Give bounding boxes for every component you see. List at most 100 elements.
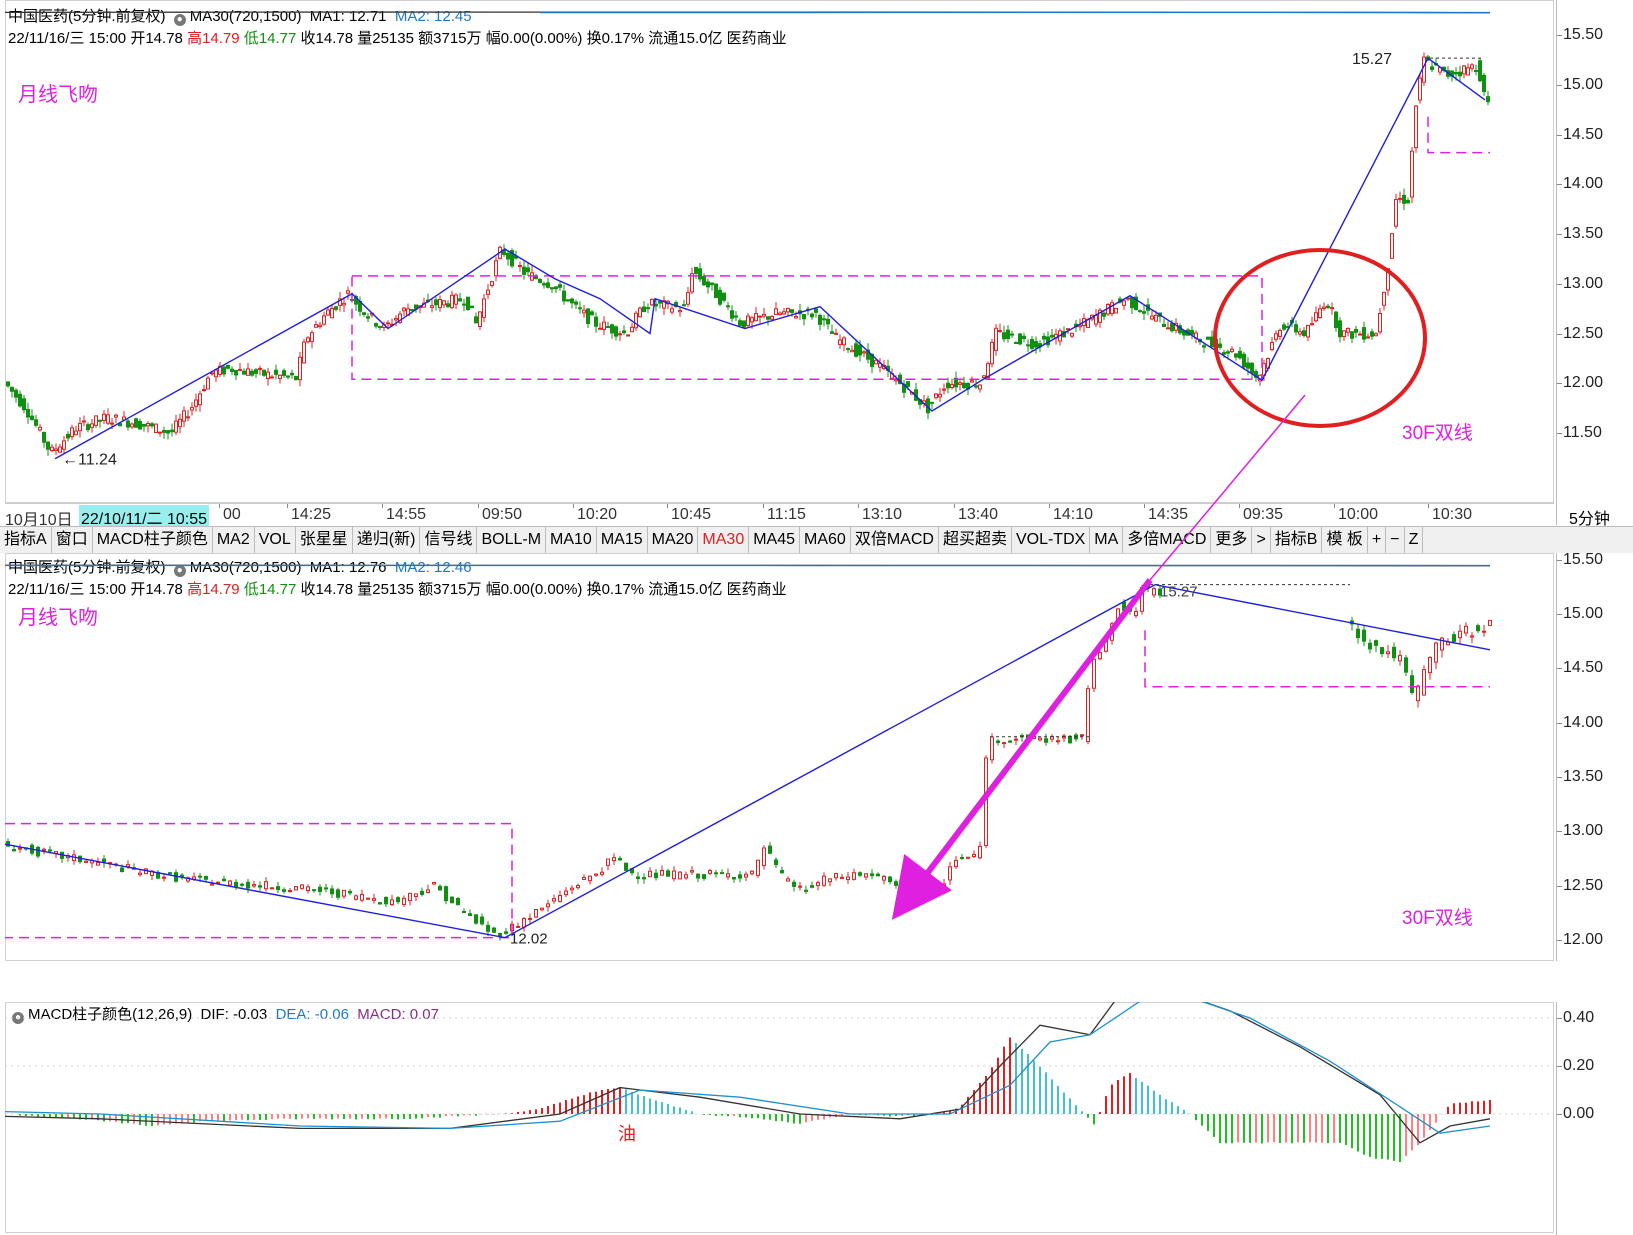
highlight-circle: [1215, 250, 1425, 426]
candle-body: [817, 883, 820, 886]
candle-body: [63, 441, 66, 449]
candle-body: [1475, 71, 1478, 72]
toolbar-item[interactable]: 更多: [1211, 527, 1252, 553]
candle-body: [1051, 335, 1054, 337]
toolbar-item[interactable]: −: [1386, 527, 1404, 553]
candle-body: [335, 307, 338, 310]
toolbar-item[interactable]: VOL: [255, 527, 296, 553]
candle-body: [619, 334, 622, 335]
high-price-label: 15.27: [1352, 51, 1392, 68]
candle-body: [1103, 313, 1106, 316]
candle-body: [13, 850, 16, 851]
candle-body: [839, 340, 842, 344]
toolbar-item[interactable]: 张星星: [296, 527, 353, 553]
toolbar-item[interactable]: +: [1368, 527, 1386, 553]
macd-pane[interactable]: ●MACD柱子颜色(12,26,9) DIF: -0.03 DEA: -0.06…: [0, 1002, 1633, 1235]
top-chart-pane[interactable]: 中国医药(5分钟.前复权) ●MA30(720,1500) MA1: 12.71…: [0, 0, 1633, 503]
candle-body: [1471, 636, 1474, 637]
toolbar-item[interactable]: MA: [1090, 527, 1123, 553]
toolbar-item[interactable]: MA45: [749, 527, 800, 553]
candle-body: [1043, 336, 1046, 339]
candle-body: [195, 400, 198, 406]
candle-body: [1131, 297, 1134, 307]
candle-body: [547, 904, 550, 907]
toolbar-item[interactable]: 超买超卖: [939, 527, 1012, 553]
y-tick-label: 13.00: [1563, 275, 1603, 293]
y-tick-label: 0.40: [1563, 1009, 1594, 1027]
toolbar-item[interactable]: MACD柱子颜色: [93, 527, 213, 553]
toolbar-item[interactable]: 多倍MACD: [1123, 527, 1211, 553]
candle-body: [647, 308, 650, 309]
toolbar-item[interactable]: 窗口: [52, 527, 93, 553]
candle-body: [103, 414, 106, 420]
candle-body: [865, 874, 868, 877]
candle-body: [35, 420, 38, 426]
toolbar-item[interactable]: 递归(新): [353, 527, 421, 553]
candle-body: [1027, 345, 1030, 346]
candle-body: [483, 299, 486, 317]
candle-body: [853, 873, 856, 880]
candle-body: [507, 253, 510, 259]
candle-body: [751, 318, 754, 322]
candle-body: [603, 322, 606, 329]
candle-body: [267, 372, 270, 379]
toolbar-item[interactable]: MA60: [800, 527, 851, 553]
candle-body: [771, 317, 774, 320]
candle-body: [481, 917, 484, 924]
candle-body: [607, 859, 610, 865]
candle-body: [883, 876, 886, 880]
candle-body: [759, 316, 762, 317]
candle-body: [439, 299, 442, 307]
x-tick: [1239, 504, 1240, 508]
candle-body: [947, 383, 950, 388]
y-tick-label: 14.00: [1563, 714, 1603, 732]
candle-body: [205, 877, 208, 880]
candle-body: [455, 295, 458, 304]
y-tick: [1557, 723, 1562, 724]
candle-body: [487, 925, 490, 931]
candle-body: [1335, 312, 1338, 327]
candle-body: [491, 282, 494, 286]
toolbar-item[interactable]: MA2: [213, 527, 255, 553]
toolbar-item[interactable]: 指标B: [1271, 527, 1323, 553]
toolbar-item[interactable]: MA30: [698, 527, 749, 553]
candle-body: [991, 343, 994, 364]
candles: [1351, 617, 1492, 708]
toolbar-item[interactable]: VOL-TDX: [1012, 527, 1090, 553]
x-tick-label: 00: [223, 506, 241, 524]
toolbar-item[interactable]: 双倍MACD: [851, 527, 939, 553]
candle-body: [91, 424, 94, 427]
candle-body: [811, 886, 814, 888]
toolbar-item[interactable]: MA10: [546, 527, 597, 553]
candle-body: [823, 876, 826, 885]
toolbar-item[interactable]: 信号线: [420, 527, 477, 553]
candle-body: [767, 317, 770, 319]
candle-body: [751, 871, 754, 873]
candle-body: [655, 873, 658, 877]
candle-body: [1387, 652, 1390, 654]
candle-body: [1489, 620, 1492, 625]
x-tick-label: 10:45: [671, 506, 711, 524]
candle-body: [15, 390, 18, 397]
y-tick-label: 13.50: [1563, 768, 1603, 786]
candle-body: [421, 891, 424, 894]
mid-chart-pane[interactable]: 中国医药(5分钟.前复权) ●MA30(720,1500) MA1: 12.76…: [0, 553, 1633, 961]
toolbar-item[interactable]: BOLL-M: [477, 527, 546, 553]
candle-body: [715, 873, 718, 874]
candle-body: [819, 315, 822, 324]
candle-body: [1319, 309, 1322, 318]
candle-body: [179, 419, 182, 426]
toolbar-item[interactable]: >: [1252, 527, 1270, 553]
toolbar-item[interactable]: MA15: [597, 527, 648, 553]
toolbar-item[interactable]: Z: [1405, 527, 1424, 553]
candle-body: [97, 862, 100, 865]
toolbar-item[interactable]: 模 板: [1322, 527, 1367, 553]
candle-body: [43, 849, 46, 850]
candle-body: [155, 424, 158, 432]
toolbar-item[interactable]: MA20: [648, 527, 699, 553]
candle-body: [385, 897, 388, 903]
toolbar-item[interactable]: 指标A: [0, 527, 52, 553]
candle-body: [1455, 72, 1458, 73]
candle-body: [1363, 630, 1366, 641]
candle-body: [1399, 198, 1402, 199]
